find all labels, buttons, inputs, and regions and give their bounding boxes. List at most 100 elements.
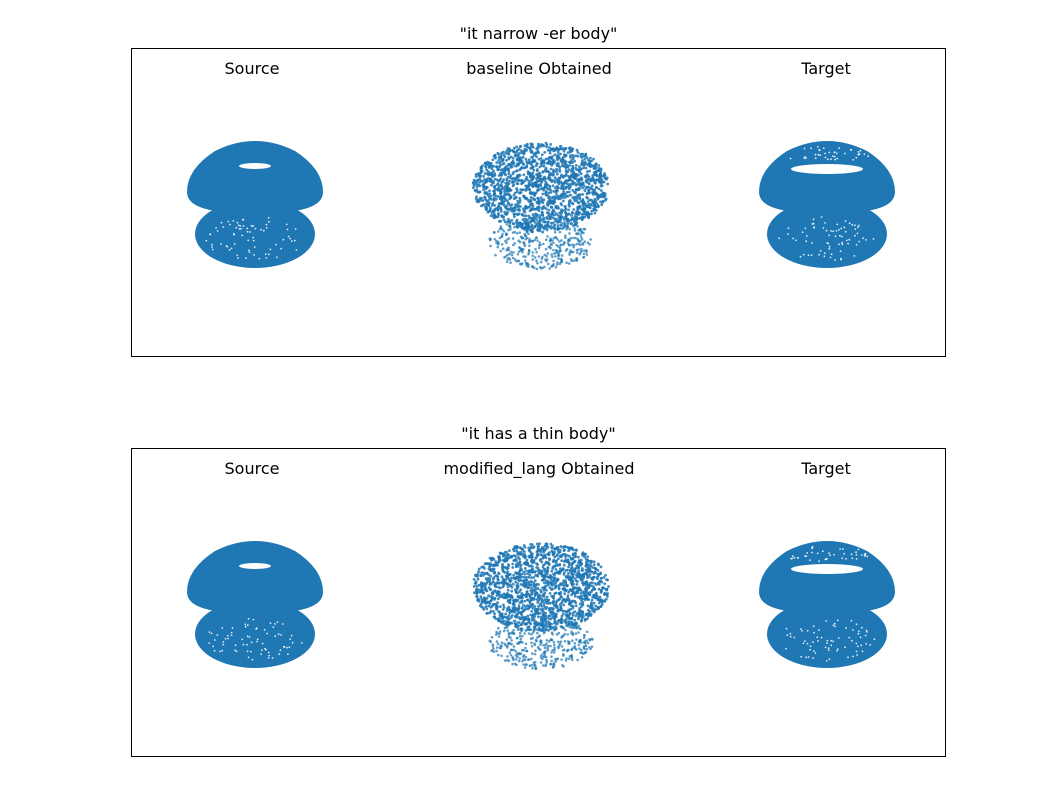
scatter-point <box>585 647 589 651</box>
scatter-point <box>499 620 503 624</box>
scatter-point <box>547 161 550 165</box>
scatter-point <box>545 581 549 585</box>
scatter-point <box>515 176 519 180</box>
scatter-point <box>503 642 506 646</box>
scatter-point <box>585 253 589 256</box>
scatter-point <box>583 189 587 193</box>
scatter-point <box>508 580 512 583</box>
scatter-gap <box>806 552 809 554</box>
scatter-gap <box>787 233 789 236</box>
scatter-point <box>594 567 598 571</box>
scatter-point <box>533 660 537 664</box>
scatter-gap <box>805 157 808 159</box>
scatter-gap <box>827 158 829 161</box>
scatter-gap <box>250 641 253 644</box>
scatter-point <box>562 653 565 656</box>
scatter-point <box>586 241 590 244</box>
scatter-point <box>496 183 499 187</box>
scatter-point <box>560 559 564 563</box>
scatter-gap <box>857 645 859 648</box>
scatter-point <box>565 185 569 189</box>
scatter-point <box>547 617 551 620</box>
scatter-point <box>583 154 587 158</box>
scatter-gap <box>248 249 250 252</box>
scatter-point <box>522 255 525 258</box>
scatter-point <box>485 172 489 175</box>
scatter-point <box>577 555 580 559</box>
scatter-point <box>503 197 507 201</box>
scatter-point <box>581 193 584 196</box>
scatter-gap <box>236 221 239 224</box>
scatter-point <box>508 611 512 615</box>
scatter-gap <box>267 253 270 256</box>
scatter-point <box>541 220 545 224</box>
scatter-point <box>580 247 583 251</box>
scatter-point <box>573 222 577 226</box>
scatter-point <box>534 151 538 155</box>
scatter-gap <box>822 227 825 229</box>
scatter-point <box>541 607 545 611</box>
scatter-point <box>497 212 500 216</box>
scatter-point <box>496 605 499 608</box>
scatter-point <box>523 553 527 556</box>
scatter-point <box>535 155 538 159</box>
scatter-point <box>556 263 559 266</box>
scatter-point <box>550 569 554 573</box>
scatter-point <box>518 199 522 202</box>
scatter-point <box>508 196 512 200</box>
scatter-point <box>508 252 511 256</box>
scatter-point <box>474 173 478 176</box>
scatter-gap <box>824 646 827 649</box>
scatter-point <box>563 559 567 563</box>
scatter-gap <box>253 246 256 248</box>
scatter-point <box>561 181 564 185</box>
scatter-point <box>557 155 561 159</box>
scatter-point <box>533 579 537 582</box>
scatter-point <box>541 192 545 196</box>
scatter-point <box>558 170 562 173</box>
scatter-point <box>539 639 542 642</box>
scatter-gap <box>841 241 843 244</box>
scatter-point <box>531 176 535 180</box>
scatter-point <box>553 573 556 577</box>
scatter-point <box>518 201 521 205</box>
scatter-point <box>534 590 537 594</box>
scatter-point <box>531 631 535 634</box>
scatter-point <box>551 239 554 242</box>
scatter-point <box>531 607 535 610</box>
scatter-point <box>589 156 592 160</box>
scatter-point <box>582 166 586 170</box>
scatter-point <box>522 570 526 574</box>
scatter-point <box>583 249 586 252</box>
scatter-point <box>533 605 537 608</box>
scatter-point <box>591 606 595 610</box>
scatter-point <box>572 572 575 576</box>
scatter-point <box>498 165 501 169</box>
scatter-point <box>598 180 601 184</box>
scatter-point <box>511 210 514 213</box>
scatter-point <box>541 565 545 569</box>
scatter-gap <box>280 247 283 250</box>
scatter-point <box>539 557 543 561</box>
scatter-point <box>564 617 568 621</box>
scatter-point <box>565 584 569 588</box>
scatter-point <box>544 664 547 668</box>
scatter-gap <box>809 645 812 648</box>
scatter-point <box>548 146 551 149</box>
scatter-point <box>479 595 483 598</box>
scatter-point <box>482 571 486 575</box>
scatter-gap <box>820 216 823 219</box>
scatter-gap <box>260 653 262 655</box>
scatter-point <box>553 195 556 199</box>
scatter-point <box>554 217 558 221</box>
scatter-point <box>550 546 554 550</box>
scatter-point <box>585 250 588 253</box>
scatter-point <box>537 157 541 161</box>
scatter-point <box>574 624 578 628</box>
scatter-point <box>549 143 552 146</box>
scatter-gap <box>258 257 261 260</box>
scatter-point <box>536 189 540 192</box>
scatter-point <box>505 581 509 585</box>
scatter-point <box>511 237 515 240</box>
scatter-point <box>582 592 586 596</box>
